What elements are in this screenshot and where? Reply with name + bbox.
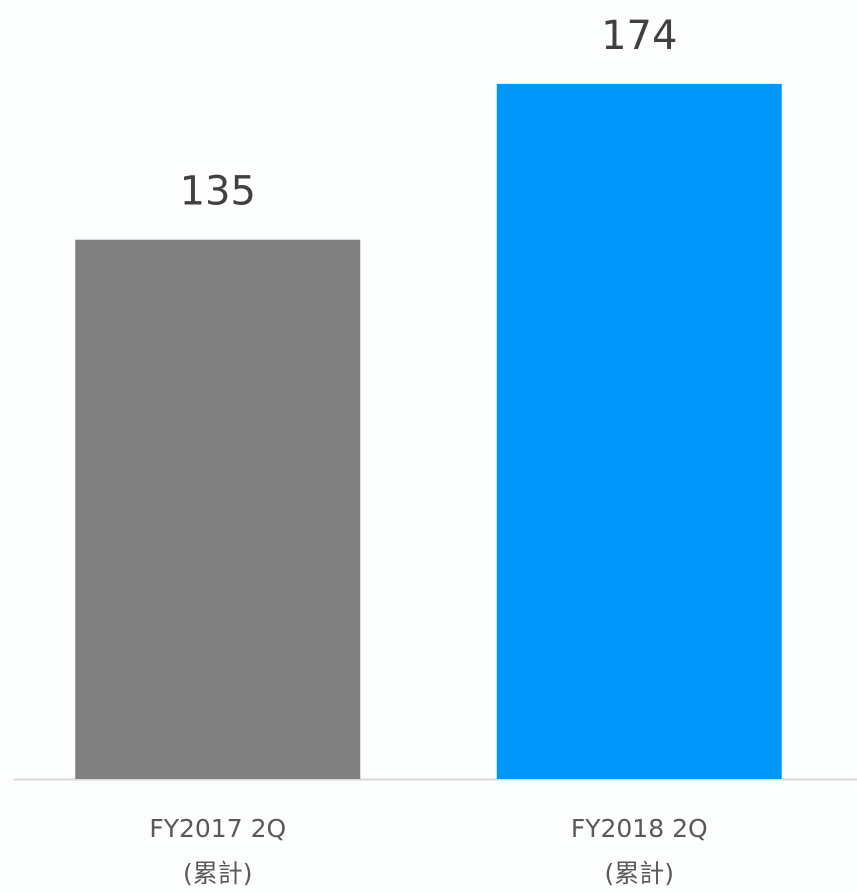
x-tick-label: FY2017 2Q (累計): [149, 814, 287, 888]
bar: [75, 239, 361, 779]
value-label: 135: [180, 169, 256, 215]
value-label: 174: [601, 13, 677, 59]
x-tick-label: FY2018 2Q (累計): [570, 814, 708, 888]
bar: [496, 83, 782, 779]
